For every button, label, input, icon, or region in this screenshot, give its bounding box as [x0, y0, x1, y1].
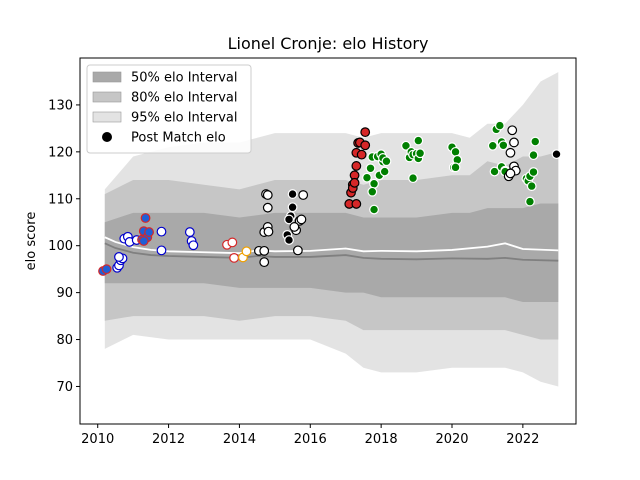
data-point	[140, 213, 151, 223]
y-tick-label: 90	[56, 286, 73, 301]
data-point	[356, 149, 367, 160]
data-point	[360, 140, 371, 151]
data-point	[381, 156, 392, 167]
data-point	[369, 204, 379, 215]
data-point	[138, 236, 149, 246]
data-point	[284, 214, 294, 225]
x-tick-label: 2012	[152, 432, 185, 447]
data-point	[408, 173, 418, 184]
data-point	[489, 166, 500, 177]
data-point	[156, 245, 167, 256]
x-tick-label: 2018	[365, 432, 398, 447]
data-point	[505, 147, 516, 158]
y-tick-label: 110	[48, 192, 73, 207]
data-point	[284, 235, 294, 245]
data-point	[507, 125, 518, 136]
y-tick-label: 70	[56, 380, 73, 395]
data-point	[526, 181, 537, 192]
x-axis: 2010 2012 2014 2016 2018 2020 2022	[81, 424, 539, 447]
data-point	[349, 177, 360, 188]
data-point	[528, 167, 539, 177]
data-point	[298, 190, 309, 200]
data-point	[498, 140, 509, 151]
legend-label: 50% elo Interval	[131, 71, 238, 86]
legend-swatch	[92, 71, 122, 83]
data-point	[525, 196, 535, 207]
data-point	[351, 161, 362, 171]
data-point	[101, 264, 112, 275]
legend-marker	[102, 132, 112, 142]
data-point	[229, 252, 240, 263]
data-point	[369, 178, 379, 189]
data-point	[262, 190, 273, 200]
legend-label: 80% elo Interval	[131, 91, 238, 106]
data-point	[184, 227, 195, 237]
median-line-0	[104, 242, 559, 262]
data-point	[114, 252, 124, 262]
data-point	[401, 140, 411, 151]
data-point	[530, 136, 541, 147]
legend-swatch	[92, 111, 122, 123]
data-point	[528, 150, 539, 161]
legend-box	[86, 64, 252, 154]
data-point	[379, 166, 390, 177]
data-point	[144, 227, 154, 237]
data-point	[296, 214, 307, 225]
data-point	[227, 237, 238, 248]
plot-frame	[79, 57, 577, 425]
x-tick-label: 2022	[506, 432, 539, 447]
data-point	[551, 149, 562, 160]
x-tick-label: 2014	[223, 432, 256, 447]
data-point	[509, 137, 519, 148]
x-tick-label: 2016	[294, 432, 327, 447]
legend: 50% elo Interval 80% elo Interval 95% elo …	[86, 64, 252, 154]
y-axis-label: elo score	[24, 212, 39, 271]
data-point	[292, 245, 303, 256]
data-point	[351, 199, 362, 209]
data-point	[262, 202, 273, 213]
y-tick-label: 80	[56, 333, 73, 348]
median-line-1	[104, 236, 559, 255]
band-50	[104, 203, 559, 302]
data-point	[360, 127, 371, 138]
y-tick-label: 130	[48, 98, 73, 113]
chart-title: Lionel Cronje: elo History	[228, 34, 429, 53]
legend-label: Post Match elo	[131, 131, 226, 146]
data-point	[415, 148, 426, 159]
x-tick-label: 2010	[81, 432, 114, 447]
data-point	[365, 163, 376, 174]
data-point	[494, 120, 505, 131]
legend-label: 95% elo Interval	[131, 111, 238, 126]
data-point	[367, 186, 378, 197]
data-point	[487, 140, 498, 151]
data-point	[450, 162, 461, 173]
x-tick-label: 2020	[435, 432, 468, 447]
median-lines	[104, 236, 559, 262]
post-match-points	[98, 120, 562, 276]
data-point	[362, 172, 372, 183]
y-axis: 70 80 90 100 110 120 130	[48, 98, 80, 395]
data-point	[413, 135, 424, 146]
data-point	[450, 146, 461, 157]
legend-swatch	[92, 91, 122, 103]
y-tick-label: 100	[48, 239, 73, 254]
data-point	[287, 202, 298, 213]
data-point	[241, 246, 252, 257]
data-point	[289, 222, 300, 232]
data-point	[263, 226, 274, 237]
data-point	[259, 257, 270, 268]
data-point	[259, 245, 270, 256]
data-point	[188, 240, 199, 251]
data-point	[505, 168, 516, 179]
y-tick-label: 120	[48, 145, 73, 160]
data-point	[156, 226, 167, 237]
data-point	[287, 189, 298, 199]
